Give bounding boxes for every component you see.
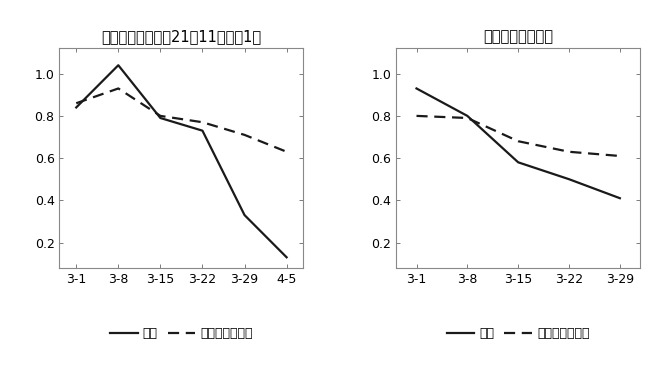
Line: 全国（除上海）: 全国（除上海） <box>416 116 620 156</box>
全国（除上海） <box>114 86 122 91</box>
上海 <box>114 63 122 67</box>
上海 <box>565 177 573 182</box>
上海 <box>72 105 80 110</box>
上海 <box>616 196 624 201</box>
全国（除上海） <box>463 116 471 120</box>
全国（除上海） <box>514 139 522 144</box>
上海 <box>514 160 522 164</box>
Line: 上海: 上海 <box>76 65 286 257</box>
Legend: 上海, 全国（除上海）: 上海, 全国（除上海） <box>442 323 595 345</box>
上海 <box>463 114 471 118</box>
Title: 美团指数（同比）: 美团指数（同比） <box>483 29 553 44</box>
上海 <box>282 255 290 260</box>
全国（除上海） <box>72 101 80 106</box>
全国（除上海） <box>240 133 248 137</box>
全国（除上海） <box>282 150 290 154</box>
全国（除上海） <box>616 154 624 158</box>
Line: 全国（除上海）: 全国（除上海） <box>76 89 286 152</box>
Legend: 上海, 全国（除上海）: 上海, 全国（除上海） <box>105 323 257 345</box>
上海 <box>412 86 420 91</box>
全国（除上海） <box>199 120 207 125</box>
全国（除上海） <box>565 150 573 154</box>
全国（除上海） <box>412 114 420 118</box>
上海 <box>240 213 248 217</box>
上海 <box>156 116 164 120</box>
全国（除上海） <box>156 114 164 118</box>
上海 <box>199 128 207 133</box>
Title: 卡车流量（环比，21年11月初为1）: 卡车流量（环比，21年11月初为1） <box>102 29 261 44</box>
Line: 上海: 上海 <box>416 89 620 198</box>
